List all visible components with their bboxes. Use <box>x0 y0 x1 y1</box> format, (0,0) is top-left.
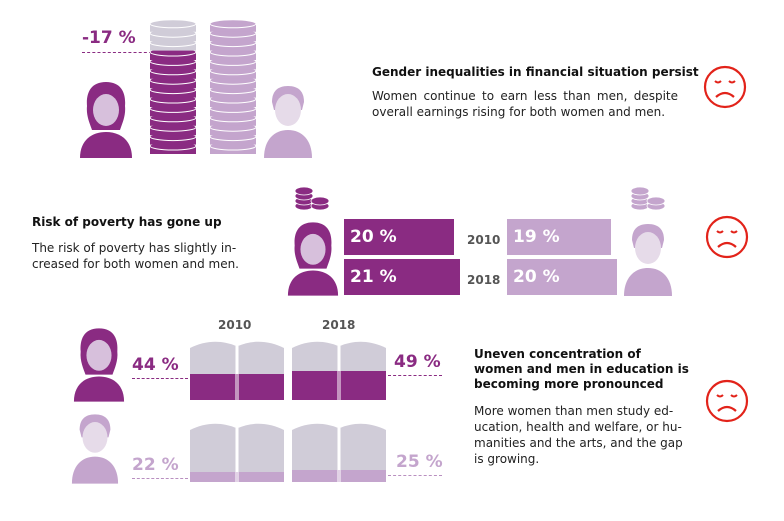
small-coins-men-icon <box>630 186 666 211</box>
book-women-2010-icon <box>190 341 284 400</box>
woman-icon <box>80 82 132 158</box>
section3-body-line3: manities and the arts, and the gap <box>474 436 683 450</box>
man-icon-poverty <box>624 224 672 296</box>
section3-body-line4: is growing. <box>474 452 540 466</box>
section3-body-line1: More women than men study ed- <box>474 404 674 418</box>
women-education-2018-percent: 49 % <box>394 352 441 372</box>
education-year-2010: 2010 <box>218 318 252 332</box>
section1-body: Women continue to earn less than men, de… <box>372 89 678 119</box>
women-2018-dashline <box>388 375 442 376</box>
section2-title: Risk of poverty has gone up <box>32 215 222 229</box>
poverty-year-2010: 2010 <box>467 233 501 247</box>
man-icon-education <box>71 414 119 484</box>
section2-body-line1: The risk of poverty has slightly in- <box>32 241 237 255</box>
section3-title-line1: Uneven concentration of <box>474 347 641 361</box>
woman-icon-poverty <box>287 222 339 296</box>
sad-face-icon-education <box>705 379 749 423</box>
sad-face-icon <box>703 65 747 109</box>
poverty-year-2018: 2018 <box>467 273 501 287</box>
book-men-2010-icon <box>190 423 284 482</box>
section3-title-line3: becoming more pronounced <box>474 377 664 391</box>
sad-face-icon-poverty <box>705 215 749 259</box>
men-poverty-2018-bar: 20 % <box>507 259 617 295</box>
men-2010-dashline <box>132 478 188 479</box>
education-year-2018: 2018 <box>322 318 356 332</box>
small-coins-women-icon <box>294 186 330 211</box>
section3-title-line2: women and men in education is <box>474 362 689 376</box>
coin-stack-men <box>209 19 257 154</box>
man-icon <box>264 86 312 158</box>
women-2010-dashline <box>132 378 188 379</box>
woman-icon-education <box>73 328 125 402</box>
men-education-2018-percent: 25 % <box>396 452 443 472</box>
earnings-gap-percent: -17 % <box>82 28 136 48</box>
section3-body-line2: ucation, health and welfare, or hu- <box>474 420 682 434</box>
book-women-2018-icon <box>292 341 386 400</box>
men-poverty-2010-bar: 19 % <box>507 219 611 255</box>
earnings-gap-dashline <box>82 52 152 53</box>
men-2018-dashline <box>388 475 442 476</box>
section1-title: Gender inequalities in financial situati… <box>372 65 699 79</box>
section2-body-line2: creased for both women and men. <box>32 257 239 271</box>
women-poverty-2010-bar: 20 % <box>344 219 454 255</box>
women-education-2010-percent: 44 % <box>132 355 179 375</box>
coin-stack-women <box>149 19 197 154</box>
men-education-2010-percent: 22 % <box>132 455 179 475</box>
women-poverty-2018-bar: 21 % <box>344 259 460 295</box>
book-men-2018-icon <box>292 423 386 482</box>
